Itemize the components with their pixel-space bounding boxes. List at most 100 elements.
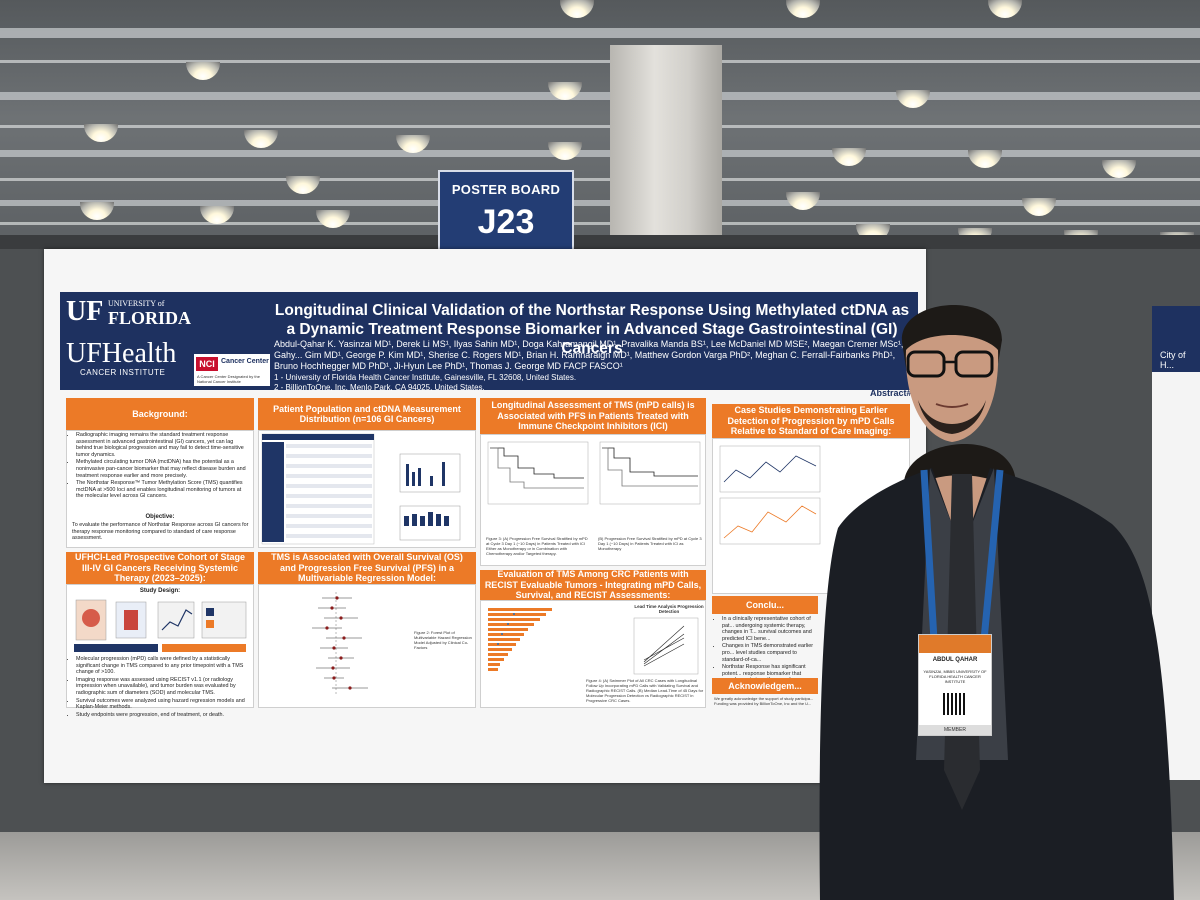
cohort-item: Imaging response was assessed using RECI…: [76, 677, 250, 697]
badge-org: YASINZAI, MBBS UNIVERSITY OF FLORIDA HEA…: [923, 669, 987, 684]
cancer-institute-label: CANCER INSTITUTE: [80, 368, 166, 377]
fig3a-caption: Figure 3: (A) Progression Free Survival …: [486, 536, 588, 556]
affiliation-1: 1 - University of Florida Health Cancer …: [274, 373, 577, 382]
nci-center: Cancer Center: [221, 358, 269, 365]
poster-title: Longitudinal Clinical Validation of the …: [274, 302, 910, 357]
os-heading: TMS is Associated with Overall Survival …: [258, 552, 476, 584]
fig4-caption: Figure 4: (A) Swimmer Plot of All CRC Ca…: [586, 678, 704, 703]
presenter-head: [901, 304, 1002, 442]
ack-text: We greatly acknowledge the support of st…: [714, 696, 814, 706]
badge-header: [919, 635, 991, 653]
cohort-item: Study endpoints were progression, end of…: [76, 712, 250, 719]
ceiling-truss: [0, 178, 1200, 181]
cohort-list: Molecular progression (mPD) calls were d…: [68, 656, 250, 719]
cohort-item: Molecular progression (mPD) calls were d…: [76, 656, 250, 676]
background-heading: Background:: [66, 398, 254, 430]
ceiling-light: [316, 210, 350, 228]
cohort-item: Survival outcomes were analyzed using ha…: [76, 698, 250, 711]
background-item: The Northstar Response™ Tumor Methylatio…: [76, 480, 250, 500]
ceiling-light: [548, 82, 582, 100]
ceiling-light: [832, 148, 866, 166]
conclusion-heading: Conclu...: [712, 596, 818, 614]
sign-label: POSTER BOARD: [451, 182, 561, 197]
conference-badge: ABDUL QAHAR YASINZAI, MBBS UNIVERSITY OF…: [918, 634, 992, 736]
glasses-icon: [954, 350, 994, 378]
ack-heading: Acknowledgem...: [712, 678, 818, 694]
fig3b-caption: (B) Progression Free Survival Stratified…: [598, 536, 702, 551]
ceiling-light: [560, 0, 594, 18]
sign-board-number: J23: [477, 203, 535, 241]
conclusion-item: In a clinically representative cohort of…: [722, 616, 818, 642]
km-curves: [487, 441, 701, 505]
lead-time-title: Lead Time Analysis Progression Detection: [634, 604, 704, 614]
concrete-pillar: [610, 45, 722, 257]
uf-florida: FLORIDA: [108, 308, 192, 328]
ceiling-light: [80, 202, 114, 220]
study-design-heading: Study Design:: [139, 588, 181, 594]
ufhealth-logo: UFHealth CANCER INSTITUTE: [66, 338, 191, 378]
affiliation-2: 2 - BillionToOne, Inc, Menlo Park, CA 94…: [274, 382, 485, 392]
patient-heading: Patient Population and ctDNA Measurement…: [258, 398, 476, 430]
longitudinal-heading: Longitudinal Assessment of TMS (mPD call…: [480, 398, 706, 434]
presenter-smile: [935, 403, 969, 408]
ceiling-light: [286, 176, 320, 194]
forest-plot: [312, 592, 368, 696]
ceiling-light: [244, 130, 278, 148]
ceiling-light: [1102, 160, 1136, 178]
ceiling-beam: [0, 92, 1200, 100]
case-heading: Case Studies Demonstrating Earlier Detec…: [712, 404, 910, 438]
presenter: [819, 443, 1174, 900]
ceiling-light: [548, 142, 582, 160]
cohort-heading: UFHCI-Led Prospective Cohort of Stage II…: [66, 552, 254, 584]
presenter-face: [905, 335, 999, 442]
nci-desc: A Cancer Center Designated by the Nation…: [197, 374, 260, 384]
ceiling-light: [988, 0, 1022, 18]
city-of-hope-logo: City of H...: [1160, 350, 1186, 370]
case-study-charts: [719, 445, 821, 545]
study-design-diagram: [74, 599, 247, 652]
uf-university: UNIVERSITY of: [108, 299, 165, 308]
ceiling-light: [84, 124, 118, 142]
background-item: Methylated circulating tumor DNA (mctDNA…: [76, 459, 250, 479]
poster-affiliations: 1 - University of Florida Health Cancer …: [274, 373, 914, 392]
ceiling-light: [786, 192, 820, 210]
ceiling-light: [186, 62, 220, 80]
poster-authors: Abdul-Qahar K. Yasinzai MD¹, Derek Li MS…: [274, 339, 904, 371]
ceiling-light: [200, 206, 234, 224]
ceiling-light: [896, 90, 930, 108]
uf-letters: UF: [66, 296, 104, 327]
lanyard: [920, 469, 1004, 641]
ceiling-light: [396, 135, 430, 153]
ceiling-truss: [0, 222, 1200, 225]
badge-name: ABDUL QAHAR: [932, 657, 978, 663]
ceiling-light: [1022, 198, 1056, 216]
adjacent-poster-header: City of H...: [1152, 306, 1200, 372]
ceiling-light: [786, 0, 820, 18]
ceiling-beam: [0, 150, 1200, 157]
qr-code-icon: [943, 693, 965, 715]
ufhealth-wordmark: UFHealth: [66, 338, 177, 369]
ceiling-beam: [0, 28, 1200, 38]
swimmer-and-lead-time: [488, 608, 699, 675]
objective-heading: Objective:: [145, 514, 175, 520]
crc-heading: Evaluation of TMS Among CRC Patients wit…: [480, 569, 706, 600]
ceiling-truss: [0, 60, 1200, 63]
os-box: [258, 584, 476, 708]
background-box: [66, 430, 254, 548]
ceiling-beam: [0, 200, 1200, 206]
patient-table-and-charts: [261, 433, 461, 545]
nci-mark: NCI: [196, 357, 218, 371]
presenter-beard: [918, 400, 986, 434]
ceiling: [0, 0, 1200, 262]
background-list: Radiographic imaging remains the standar…: [68, 432, 250, 501]
ceiling-light: [968, 150, 1002, 168]
abstract-number: Abstract# 23: [870, 388, 925, 398]
glasses-icon: [906, 350, 946, 378]
wall-frame: [0, 235, 1200, 249]
badge-role: MEMBER: [919, 725, 991, 735]
background-item: Radiographic imaging remains the standar…: [76, 432, 250, 458]
uf-logo: UF UNIVERSITY of FLORIDA: [66, 296, 191, 332]
poster-board-sign: POSTER BOARD J23: [438, 170, 574, 260]
forest-caption: Figure 2: Forest Plot of Multivariable H…: [414, 630, 472, 650]
nci-badge: NCI Cancer Center A Cancer Center Design…: [194, 354, 270, 386]
